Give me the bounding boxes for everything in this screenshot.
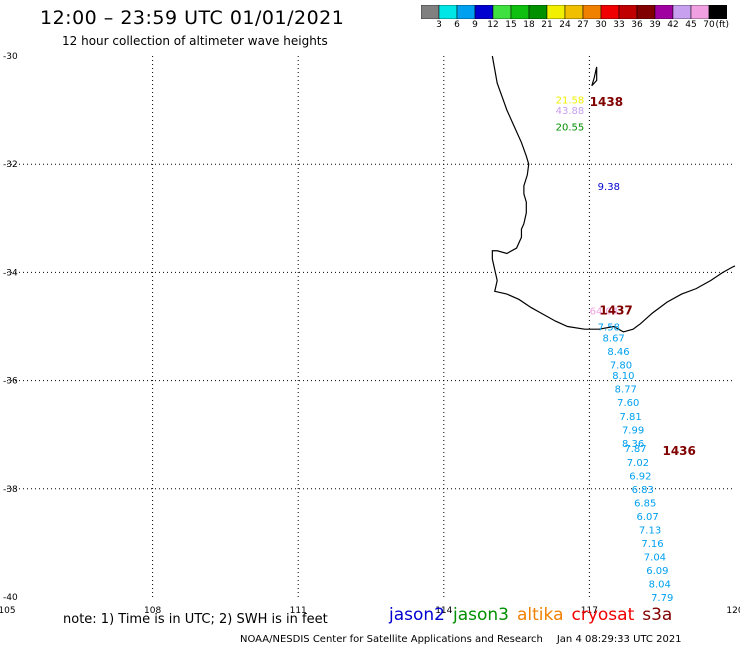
pass-time-label: 1436	[662, 444, 695, 458]
legend-altika: altika	[517, 605, 564, 625]
wave-height-label: 7.80	[610, 360, 632, 371]
wave-height-label: 8.10	[612, 371, 634, 382]
wave-height-label: 7.02	[627, 458, 649, 469]
wave-height-label: 6.85	[634, 498, 656, 509]
wave-height-label: 7.04	[644, 552, 666, 563]
latitude-label: -34	[3, 268, 18, 278]
pass-time-label: 1437	[599, 303, 632, 317]
pass-time-label: 1438	[590, 95, 623, 109]
map-subtitle: 12 hour collection of altimeter wave hei…	[62, 34, 328, 48]
color-bin-label: 45	[685, 20, 697, 30]
wave-height-label: 7.60	[617, 398, 639, 409]
wave-height-label: 6.09	[646, 566, 668, 577]
timestamp-text: Jan 4 08:29:33 UTC 2021	[556, 634, 682, 645]
color-scale-bar	[421, 5, 727, 19]
wave-height-label: 21.58	[556, 95, 585, 106]
wave-height-label: 6.07	[637, 512, 659, 523]
latitude-label: -38	[3, 485, 18, 495]
wave-height-label: 6.83	[632, 485, 654, 496]
legend-jason3: jason3	[453, 605, 509, 625]
color-bin	[708, 5, 727, 19]
color-bin-label: 30	[595, 20, 607, 30]
coastline	[491, 55, 736, 333]
wave-height-label: 20.55	[556, 122, 585, 133]
longitude-label: 108	[144, 606, 161, 616]
wave-height-label: 8.46	[607, 347, 629, 358]
color-bin-label: 18	[523, 20, 535, 30]
longitude-label: 120	[726, 606, 740, 616]
map-title: 12:00 – 23:59 UTC 01/01/2021	[40, 7, 345, 29]
color-bin-label: 21	[541, 20, 553, 30]
wave-height-label: 9.38	[598, 182, 620, 193]
wave-height-label: 8.04	[649, 579, 671, 590]
latitude-label: -32	[3, 160, 18, 170]
island-outline	[591, 66, 598, 87]
longitude-label: 111	[290, 606, 307, 616]
longitude-label: 117	[581, 606, 598, 616]
wave-height-label: 7.87	[624, 444, 646, 455]
color-scale-unit: (ft)	[715, 20, 729, 30]
satellite-legend: jason2 jason3 altika cryosat s3a	[389, 605, 680, 625]
wave-height-label: 8.36	[622, 439, 644, 450]
footnote: note: 1) Time is in UTC; 2) SWH is in fe…	[63, 612, 328, 627]
wave-height-label: 7.13	[639, 525, 661, 536]
legend-jason2: jason2	[389, 605, 445, 625]
wave-height-label: 7.58	[598, 323, 620, 334]
color-bin-label: 24	[559, 20, 571, 30]
latitude-label: -30	[3, 52, 18, 62]
wave-height-label: 8.67	[603, 333, 625, 344]
color-bin-label: 36	[631, 20, 643, 30]
source-text: NOAA/NESDIS Center for Satellite Applica…	[240, 634, 543, 645]
latitude-label: -36	[3, 377, 18, 387]
legend-cryosat: cryosat	[571, 605, 635, 625]
latitude-label: -40	[3, 593, 18, 603]
source-credit: NOAA/NESDIS Center for Satellite Applica…	[240, 634, 682, 645]
color-bin-label: 15	[505, 20, 517, 30]
color-bin-label: 33	[613, 20, 625, 30]
color-bin-label: 6	[454, 20, 460, 30]
wave-height-label: 7.79	[651, 593, 673, 604]
color-bin-label: 39	[649, 20, 661, 30]
longitude-label: 105	[0, 606, 16, 616]
color-bin-label: 3	[436, 20, 442, 30]
wave-height-label: 64.04	[590, 306, 619, 317]
wave-height-label: 7.16	[641, 539, 663, 550]
wave-height-label: 43.88	[556, 106, 585, 117]
color-bin-label: 42	[667, 20, 679, 30]
legend-s3a: s3a	[642, 605, 673, 625]
color-bin-label: 9	[472, 20, 478, 30]
color-scale-labels: 3 6 9 12 15 18 21 24 27 30 33 36 39 42 45 70 (ft)	[421, 20, 740, 34]
color-bin-label: 12	[487, 20, 499, 30]
graticule	[7, 56, 735, 597]
wave-height-label: 7.99	[622, 425, 644, 436]
wave-height-label: 8.77	[615, 385, 637, 396]
wave-height-label: 7.81	[620, 412, 642, 423]
wave-height-label: 6.92	[629, 471, 651, 482]
color-bin-label: 70	[703, 20, 715, 30]
longitude-label: 114	[435, 606, 452, 616]
color-bin-label: 27	[577, 20, 589, 30]
